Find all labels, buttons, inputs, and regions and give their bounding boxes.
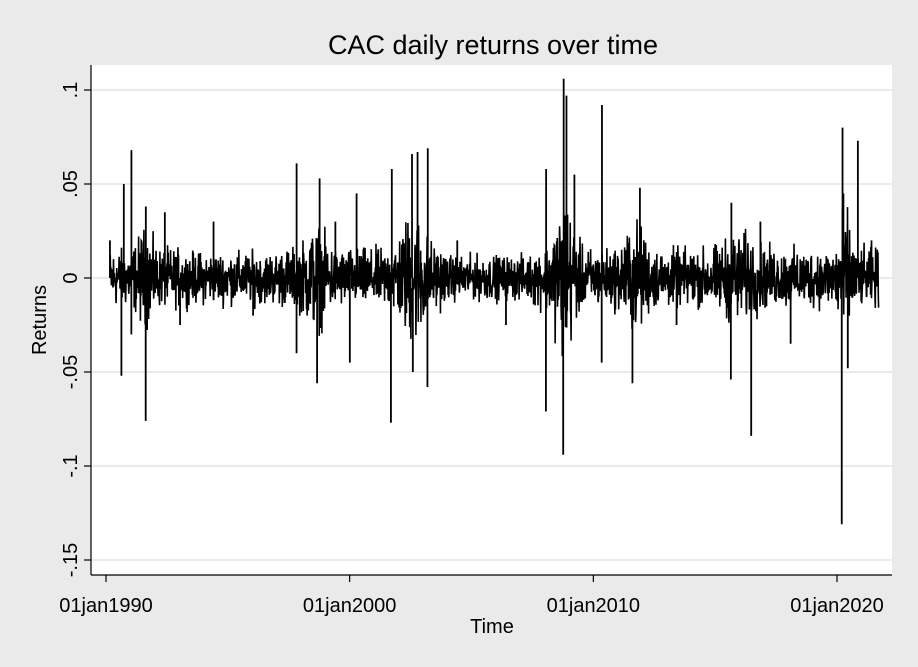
x-tick-label: 01jan2020: [790, 595, 883, 617]
x-tick-label: 01jan2000: [303, 595, 396, 617]
series-line: [109, 207, 880, 356]
y-tick-label: -.1: [60, 454, 82, 477]
y-axis: .1 .05 0 -.05 -.1 -.15: [60, 82, 91, 577]
x-axis-label: Time: [470, 616, 514, 638]
y-tick-label: 0: [60, 272, 82, 283]
y-tick-label: .05: [60, 170, 82, 198]
returns-series: [109, 78, 880, 525]
y-axis-label: Returns: [29, 285, 51, 355]
plot-area: [91, 65, 892, 575]
x-tick-label: 01jan2010: [547, 595, 640, 617]
y-tick-label: .1: [60, 82, 82, 99]
x-axis: 01jan1990 01jan2000 01jan2010 01jan2020: [59, 575, 884, 617]
chart-title: CAC daily returns over time: [328, 30, 658, 60]
axes: [90, 65, 892, 576]
y-tick-label: -.15: [60, 543, 82, 577]
x-tick-label: 01jan1990: [59, 595, 152, 617]
y-tick-label: -.05: [60, 355, 82, 389]
